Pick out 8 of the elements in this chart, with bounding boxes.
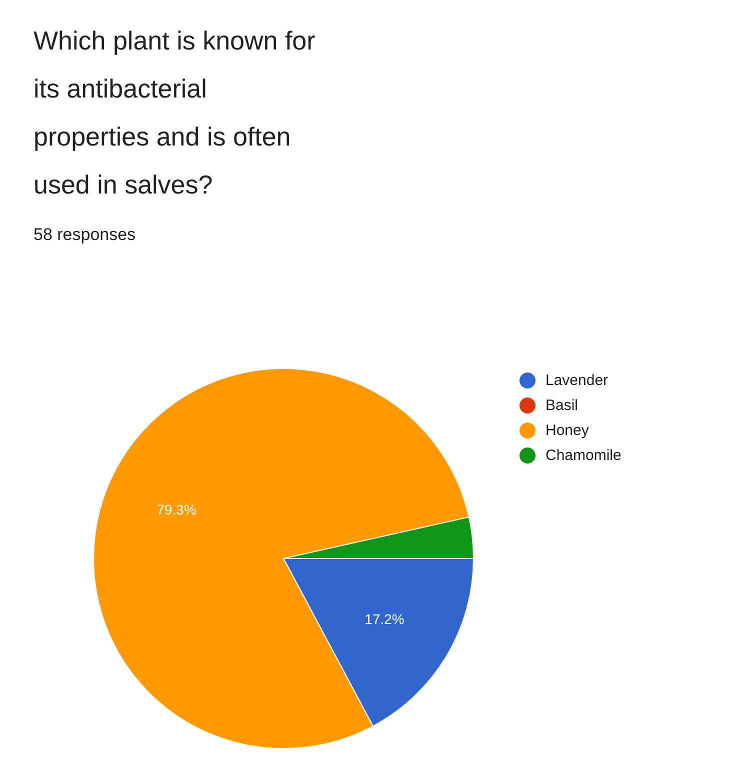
legend-label: Chamomile	[546, 447, 622, 464]
data-label: 79.3%	[156, 501, 196, 518]
legend-label: Honey	[546, 422, 590, 439]
legend-label: Basil	[546, 397, 578, 414]
legend-label: Lavender	[546, 372, 608, 389]
data-label: 17.2%	[364, 611, 404, 628]
chart-subtitle: 58 responses	[34, 225, 136, 244]
chart-title: Which plant is known for its antibacterial properties and is often used in salves?	[34, 26, 316, 200]
